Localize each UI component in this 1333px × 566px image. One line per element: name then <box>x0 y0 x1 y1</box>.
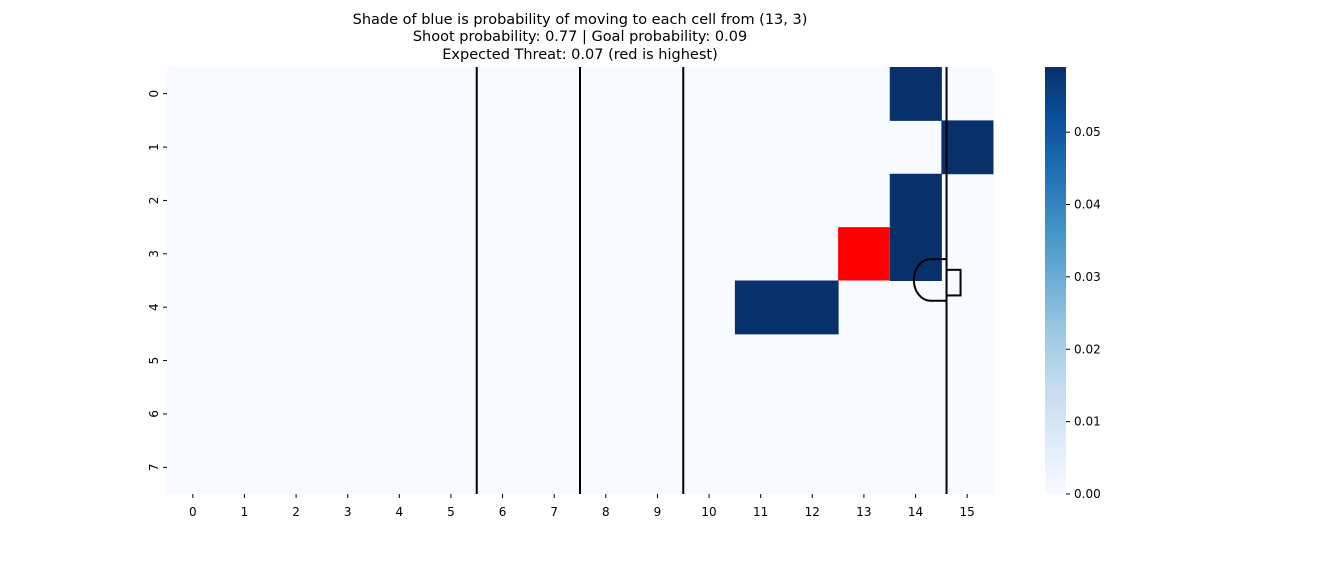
x-tick-label-6: 6 <box>499 505 507 519</box>
y-tick-label-0: 0 <box>147 90 161 98</box>
chart-title: Shade of blue is probability of moving t… <box>353 12 808 63</box>
colorbar-tick-label-5: 0.05 <box>1074 125 1101 139</box>
x-tick-label-8: 8 <box>602 505 610 519</box>
x-tick-label-1: 1 <box>241 505 249 519</box>
highlight-cell <box>838 227 890 281</box>
colorbar-tick-label-2: 0.02 <box>1074 342 1101 356</box>
y-tick-label-4: 4 <box>147 303 161 311</box>
heatmap-cell-14-0 <box>889 67 942 121</box>
x-tick-label-3: 3 <box>344 505 352 519</box>
title-line-3: Expected Threat: 0.07 (red is highest) <box>442 47 718 63</box>
x-tick-label-14: 14 <box>908 505 923 519</box>
penalty-arc <box>912 258 947 302</box>
colorbar-tick-label-1: 0.01 <box>1074 415 1101 429</box>
y-tick-label-6: 6 <box>147 410 161 418</box>
colorbar-tick-label-0: 0.00 <box>1074 487 1101 501</box>
x-tick-label-15: 15 <box>960 505 975 519</box>
x-tick-label-9: 9 <box>654 505 662 519</box>
heatmap-cell-11-4 <box>734 280 787 335</box>
y-tick-label-3: 3 <box>147 250 161 258</box>
goal-box <box>945 268 962 297</box>
x-tick-label-0: 0 <box>189 505 197 519</box>
heatmap-cell-15-1 <box>941 120 994 175</box>
heatmap-cell-12-4 <box>786 280 839 335</box>
x-tick-label-5: 5 <box>447 505 455 519</box>
colorbar: 0.00 0.01 0.02 0.03 0.04 0.05 <box>1045 67 1101 501</box>
y-tick-label-5: 5 <box>147 357 161 365</box>
x-tick-label-13: 13 <box>856 505 871 519</box>
x-tick-label-10: 10 <box>701 505 716 519</box>
heatmap-cell-14-2 <box>889 173 942 228</box>
x-tick-label-2: 2 <box>292 505 300 519</box>
colorbar-tick-label-4: 0.04 <box>1074 198 1101 212</box>
colorbar-ticks: 0.00 0.01 0.02 0.03 0.04 0.05 <box>1066 125 1101 501</box>
colorbar-gradient <box>1045 67 1066 494</box>
x-axis: 0 1 2 3 4 5 6 7 8 9 10 11 12 13 14 15 <box>189 494 975 519</box>
x-tick-label-12: 12 <box>805 505 820 519</box>
pitch-markings <box>475 67 962 494</box>
y-axis: 0 1 2 3 4 5 6 7 <box>147 90 167 471</box>
y-tick-label-2: 2 <box>147 197 161 205</box>
y-tick-label-1: 1 <box>147 143 161 151</box>
title-line-1: Shade of blue is probability of moving t… <box>353 12 808 28</box>
x-tick-label-7: 7 <box>550 505 558 519</box>
x-tick-label-11: 11 <box>753 505 768 519</box>
y-tick-label-7: 7 <box>147 463 161 471</box>
colorbar-tick-label-3: 0.03 <box>1074 270 1101 284</box>
x-tick-label-4: 4 <box>395 505 403 519</box>
title-line-2: Shoot probability: 0.77 | Goal probabili… <box>413 29 747 45</box>
